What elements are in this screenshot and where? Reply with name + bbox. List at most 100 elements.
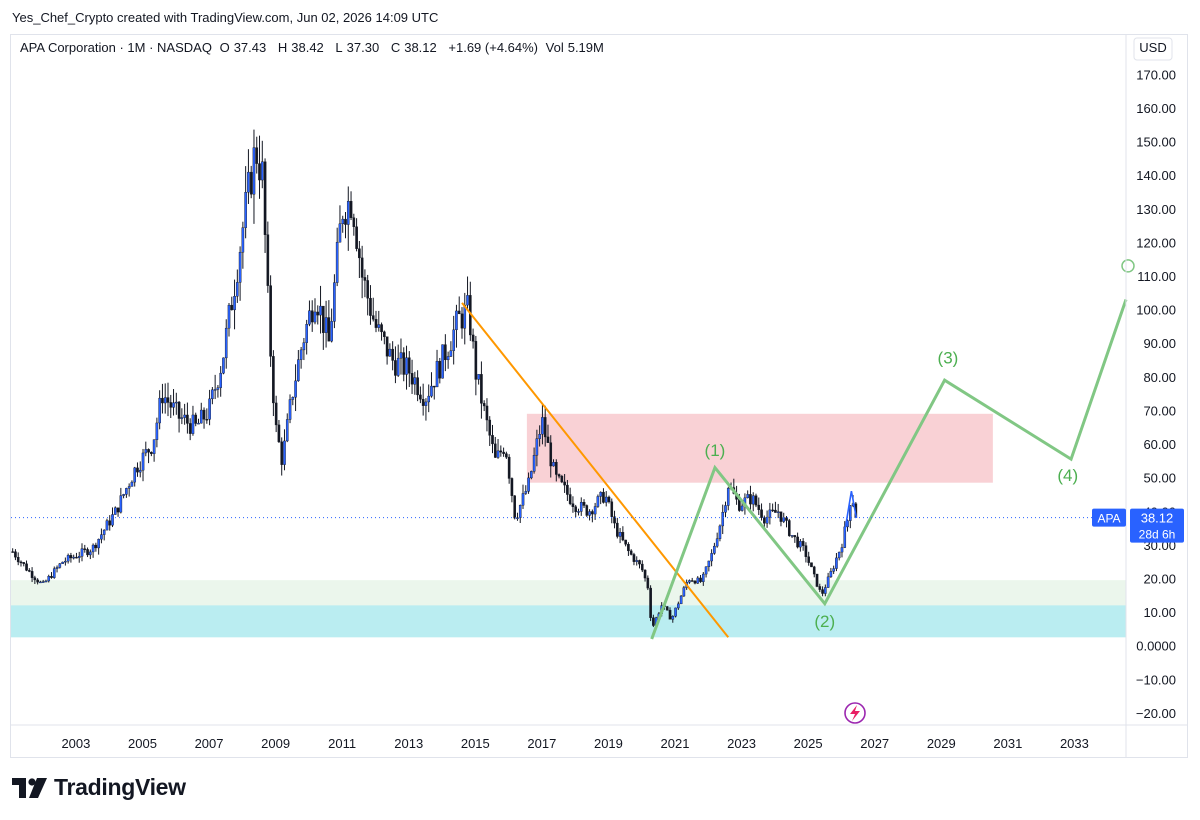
candle-body <box>776 511 780 513</box>
candle-body <box>191 414 195 434</box>
x-tick-label: 2007 <box>195 736 224 751</box>
candle-body <box>302 342 306 351</box>
candle-body <box>260 161 264 181</box>
candle-body <box>699 577 702 582</box>
y-tick-label: −20.00 <box>1136 706 1176 721</box>
candle-body <box>607 496 611 503</box>
candle-body <box>391 348 394 361</box>
candle-body <box>355 226 358 249</box>
price-tag <box>1130 508 1184 543</box>
lightning-icon[interactable] <box>844 702 866 724</box>
candle-body <box>349 200 353 218</box>
y-tick-label: 110.00 <box>1137 269 1176 284</box>
candle-body <box>579 501 583 512</box>
wave-label-4: (4) <box>1057 466 1078 485</box>
tradingview-logo[interactable]: TradingView <box>12 774 186 801</box>
candle-body <box>804 545 808 557</box>
candle-body <box>291 397 295 400</box>
candle-body <box>677 603 680 609</box>
candle-body <box>749 494 752 505</box>
y-tick-label: 70.00 <box>1143 403 1176 418</box>
candle-body <box>596 496 600 507</box>
candle-body <box>224 327 228 359</box>
candle-body <box>760 509 763 518</box>
candle-body <box>380 324 383 333</box>
candle-body <box>241 227 245 253</box>
candle-body <box>333 282 336 322</box>
candle-body <box>402 352 406 375</box>
candle-body <box>169 402 173 408</box>
candle-body <box>330 321 333 342</box>
candle-body <box>616 522 619 537</box>
candle-body <box>125 488 128 495</box>
candle-body <box>177 401 181 419</box>
y-tick-label: 120.00 <box>1136 235 1176 250</box>
candle-body <box>77 556 81 558</box>
x-tick-label: 2025 <box>794 736 823 751</box>
y-tick-label: 50.00 <box>1143 471 1176 486</box>
candle-body <box>247 171 250 193</box>
candle-body <box>233 296 236 311</box>
x-tick-label: 2005 <box>128 736 157 751</box>
chart-panel[interactable] <box>10 34 1188 758</box>
candle-body <box>419 394 422 400</box>
candle-body <box>399 352 403 359</box>
candle-body <box>197 422 200 425</box>
candle-body <box>701 573 705 582</box>
candle-body <box>274 402 278 426</box>
candle-body <box>455 310 458 331</box>
candle-body <box>552 462 555 467</box>
x-tick-label: 2029 <box>927 736 956 751</box>
candle-body <box>75 556 78 559</box>
candle-body <box>147 449 150 453</box>
candle-body <box>671 616 675 620</box>
candle-body <box>33 577 37 581</box>
candle-body <box>627 544 630 552</box>
y-tick-label: 160.00 <box>1136 101 1176 116</box>
currency-label: USD <box>1139 40 1166 55</box>
candle-body <box>280 441 284 465</box>
candle-body <box>493 443 497 458</box>
candle-body <box>374 319 378 328</box>
symbol-name[interactable]: APA Corporation · 1M · NASDAQ <box>20 40 212 55</box>
support-zone-inner <box>11 605 1126 638</box>
candle-body <box>621 532 625 541</box>
candle-body <box>310 310 314 323</box>
candle-body <box>249 171 253 195</box>
candle-body <box>360 257 364 278</box>
candle-body <box>718 525 722 539</box>
candle-body <box>560 475 564 483</box>
candle-body <box>593 506 597 515</box>
candle-body <box>86 549 89 556</box>
candle-body <box>566 484 569 495</box>
candle-body <box>313 311 317 323</box>
candle-body <box>505 453 508 458</box>
candle-body <box>377 324 381 328</box>
candle-body <box>696 577 700 584</box>
candle-body <box>352 217 356 227</box>
y-tick-label: 60.00 <box>1143 437 1176 452</box>
candle-body <box>721 512 725 527</box>
candle-body <box>491 435 494 445</box>
candle-body <box>568 494 572 504</box>
candle-body <box>624 539 627 545</box>
wave-label-1: (1) <box>705 441 726 460</box>
candle-body <box>554 462 558 475</box>
candle-body <box>527 477 530 492</box>
x-tick-label: 2031 <box>993 736 1022 751</box>
candle-body <box>180 417 184 419</box>
candle-body <box>591 511 594 515</box>
elliott-wave-path <box>650 299 1128 640</box>
resistance-zone <box>526 413 993 483</box>
candle-body <box>41 581 45 583</box>
candle-body <box>629 550 633 555</box>
candle-body <box>757 504 761 510</box>
candle-body <box>369 297 372 316</box>
candle-body <box>829 571 833 578</box>
candle-body <box>812 566 816 575</box>
candle-body <box>14 551 17 558</box>
candle-body <box>466 295 469 306</box>
candle-body <box>136 467 139 473</box>
candle-body <box>477 374 480 380</box>
